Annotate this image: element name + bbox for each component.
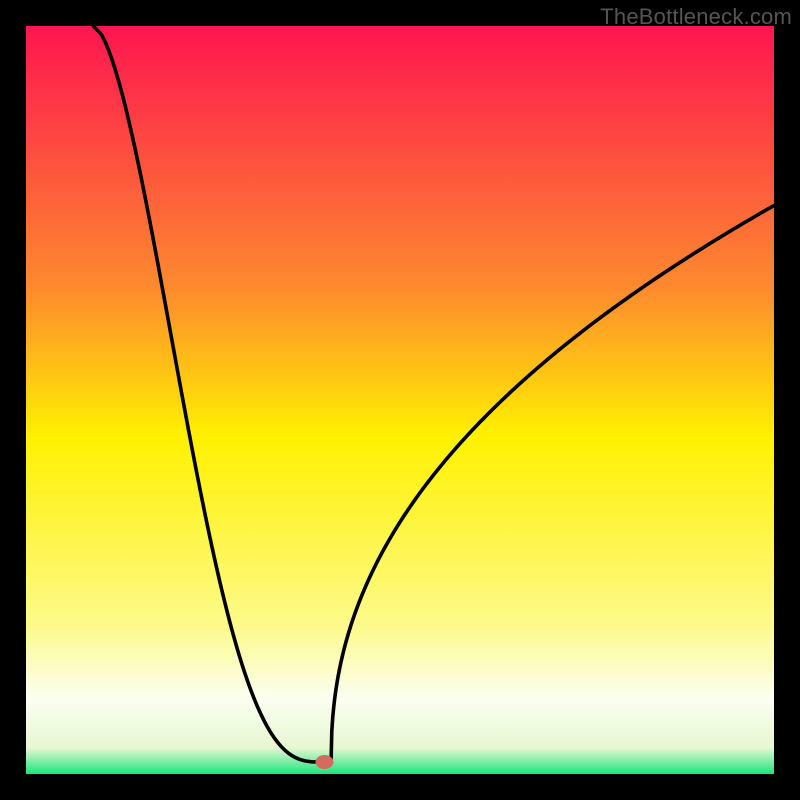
- chart-container: TheBottleneck.com: [0, 0, 800, 800]
- bottleneck-chart: [0, 0, 800, 800]
- gradient-background: [26, 26, 774, 774]
- bottleneck-marker: [315, 755, 333, 769]
- watermark-text: TheBottleneck.com: [600, 4, 792, 30]
